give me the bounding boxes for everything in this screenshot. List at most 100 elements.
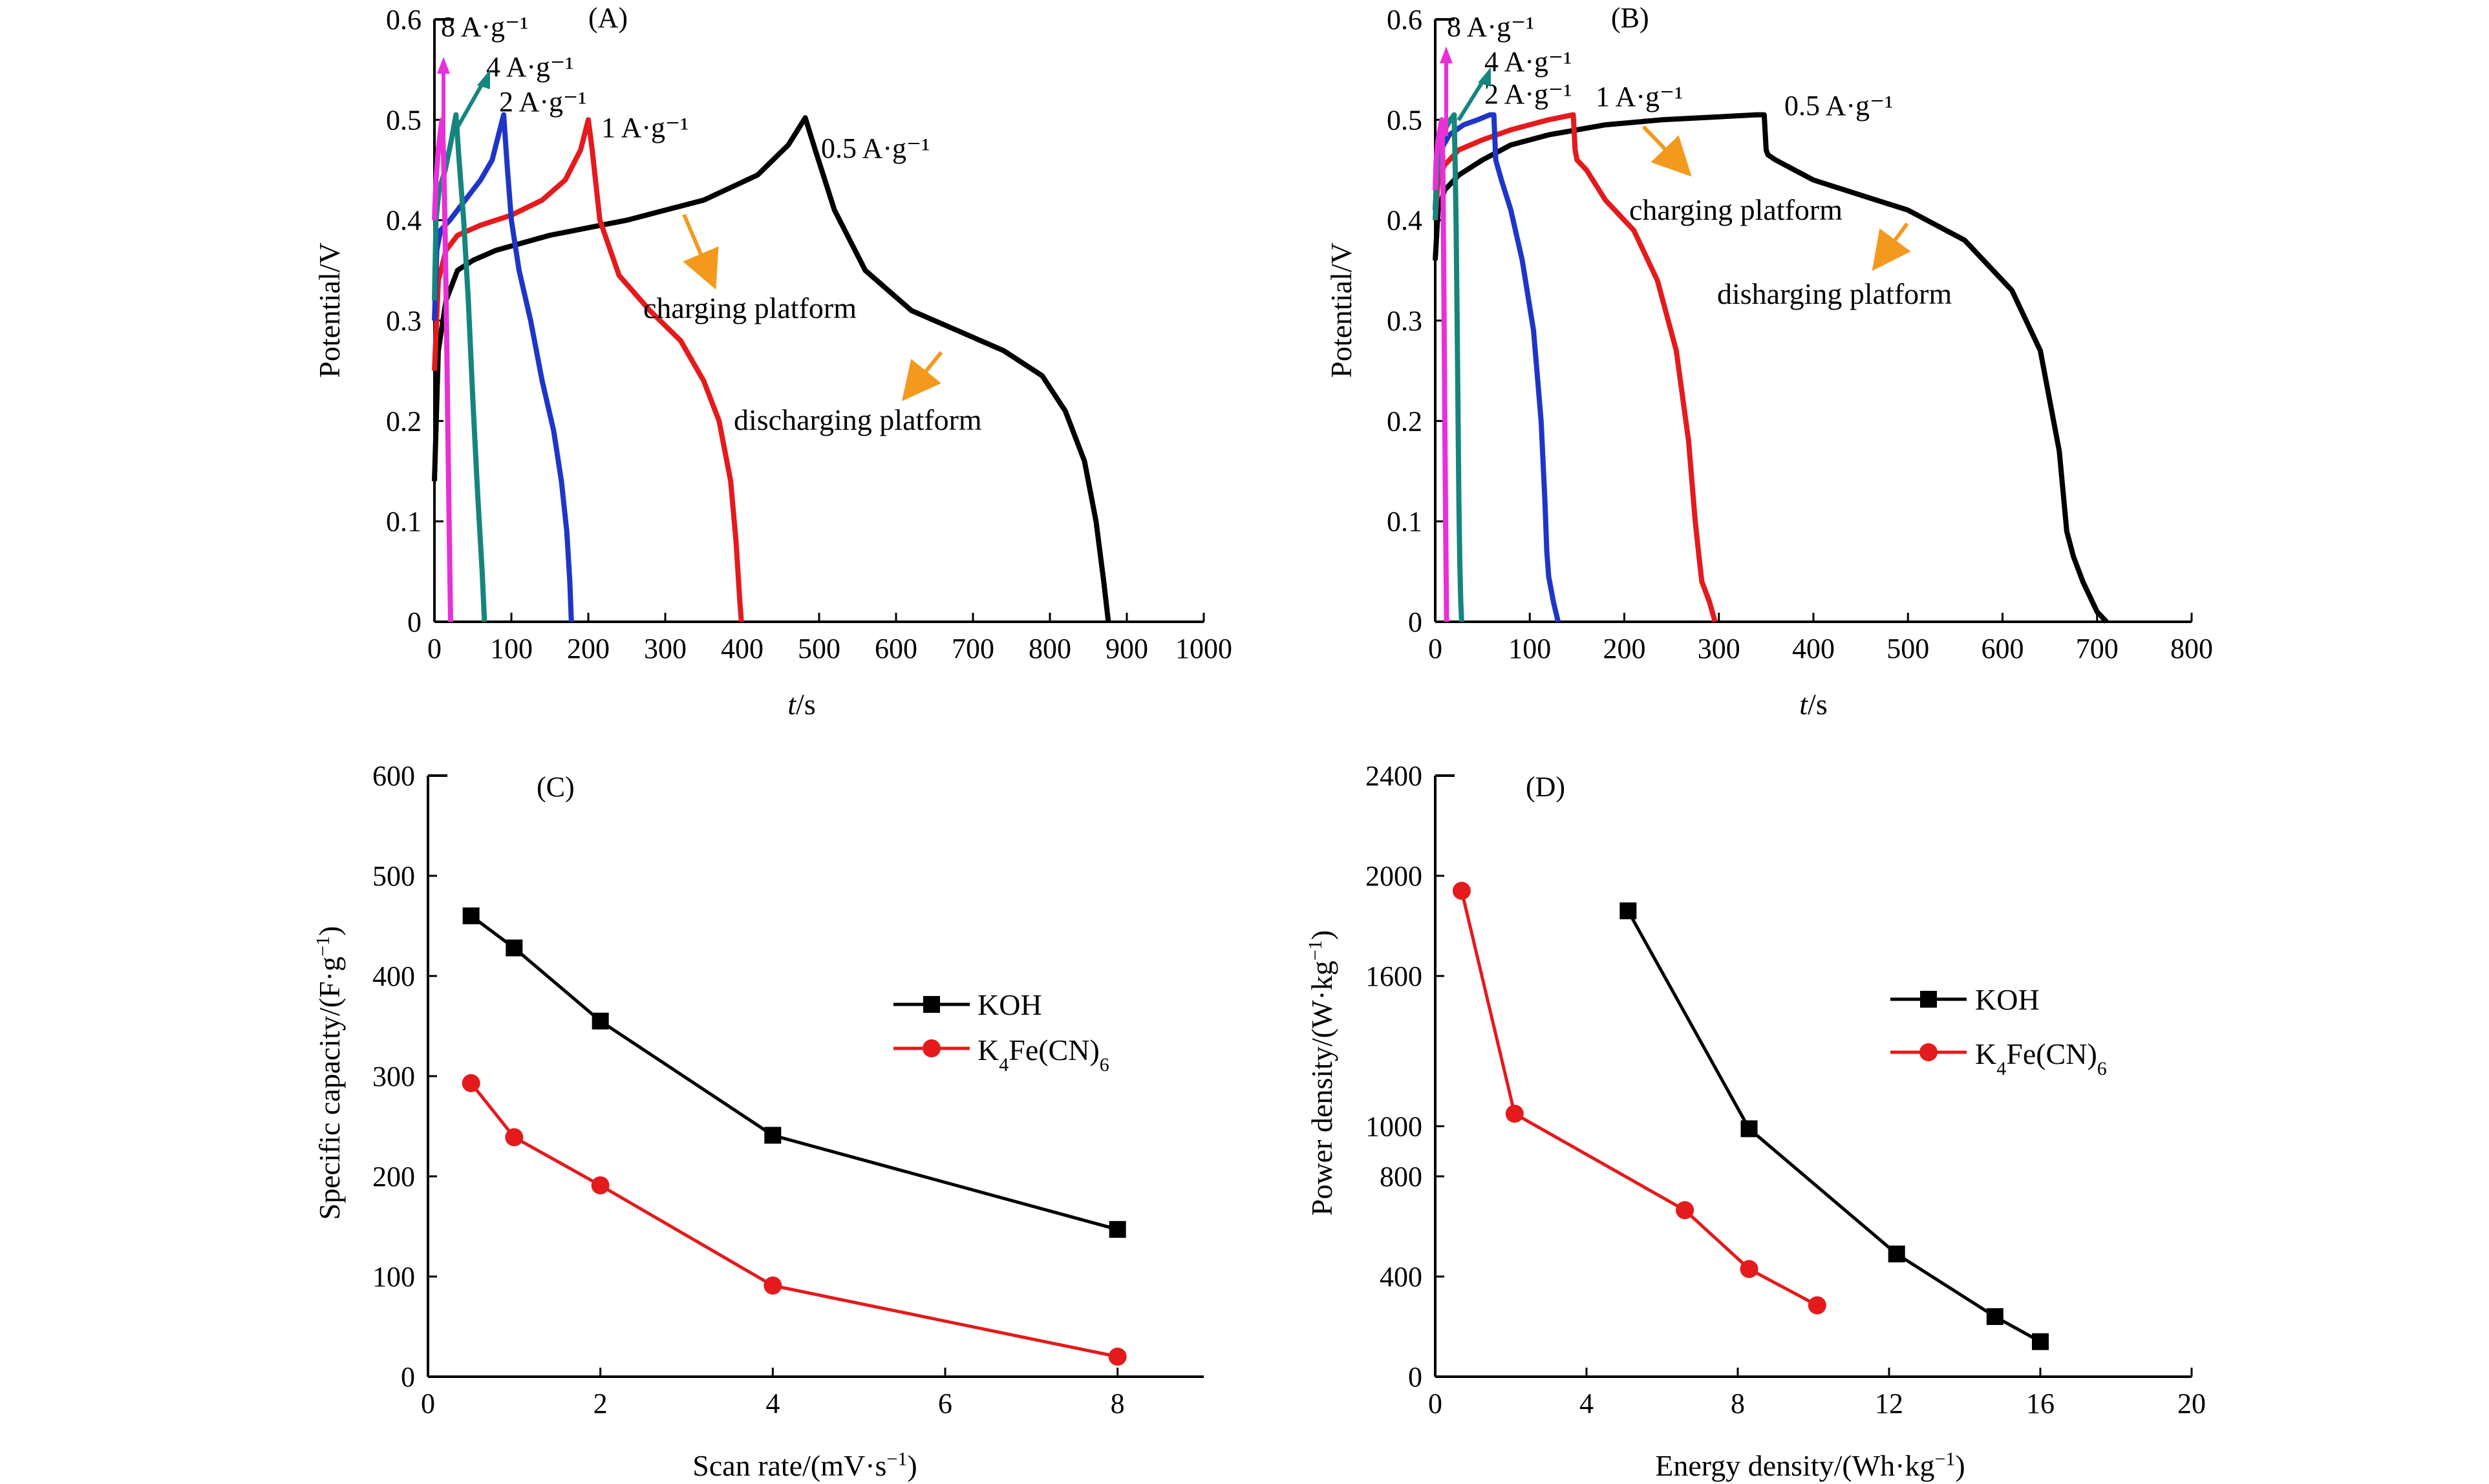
series-label-05: 0.5 A·g⁻¹ [821, 132, 930, 164]
x-tick-label: 12 [1875, 1388, 1903, 1419]
series-label-1: 1 A·g⁻¹ [601, 112, 689, 143]
series-label-05: 0.5 A·g⁻¹ [1784, 90, 1893, 122]
panel-a-series [432, 112, 1111, 622]
rate-arrow-4-head [477, 70, 490, 89]
y-tick-label: 300 [372, 1061, 415, 1092]
series-line [432, 112, 574, 622]
annotation-arrow [1641, 125, 1692, 177]
x-tick-label: 400 [1792, 633, 1835, 664]
y-tick-label: 0.5 [386, 104, 422, 136]
panel-a: 0 100 200 300 400 500 600 700 800 900 1000 0 0.1 0.2 0… [313, 2, 1232, 721]
x-tick-label: 200 [1603, 633, 1646, 664]
series-line [1433, 112, 2109, 624]
y-tick-label: 500 [372, 860, 415, 892]
y-tick-label: 0 [407, 606, 422, 638]
data-point [764, 1127, 782, 1144]
series-line [432, 117, 453, 622]
series-label-8: 8 A·g⁻¹ [1447, 11, 1534, 43]
legend-marker-koh [1920, 991, 1937, 1008]
legend-marker-k4fe [923, 1039, 941, 1057]
legend-label-k4fe: K4Fe(CN)6 [1975, 1037, 2107, 1079]
series-label-8: 8 A·g⁻¹ [441, 11, 528, 43]
data-point [591, 1176, 610, 1194]
series-line [1433, 112, 1561, 622]
x-tick-label: 2 [593, 1388, 608, 1419]
y-tick-label: 0 [401, 1361, 415, 1393]
y-tick-label: 2000 [1365, 860, 1422, 892]
x-tick-label: 200 [567, 633, 610, 664]
x-tick-label: 1000 [1175, 633, 1232, 664]
x-tick-label: 20 [2177, 1388, 2206, 1419]
data-point [462, 907, 480, 924]
y-tick-label: 0.3 [1387, 305, 1422, 337]
y-tick-label: 400 [372, 960, 415, 992]
x-tick-label: 8 [1731, 1388, 1745, 1419]
panel-c: 0 2 4 6 8 0 100 200 300 400 500 600 (C) Scan rate/(… [312, 760, 1204, 1482]
rate-arrow-4-head [1478, 67, 1491, 87]
x-tick-label: 0 [1428, 1388, 1442, 1419]
y-tick-label: 0.6 [386, 4, 422, 36]
series-line [432, 115, 1111, 622]
y-tick-label: 1600 [1365, 960, 1422, 992]
panel-a-ylabel: Potential/V [313, 242, 346, 378]
y-tick-label: 1000 [1365, 1111, 1422, 1143]
data-point [1888, 1246, 1905, 1263]
annotation-charging-platform: charging platform [643, 292, 857, 324]
data-point [506, 939, 523, 957]
y-tick-label: 0.6 [1387, 4, 1422, 36]
series-line [1627, 910, 2042, 1343]
x-tick-label: 400 [721, 633, 764, 664]
x-tick-label: 800 [1029, 633, 1071, 664]
x-tick-label: 100 [1508, 633, 1551, 664]
panel-c-ylabel: Specific capacity/(F·g−1) [312, 926, 347, 1220]
x-tick-label: 300 [644, 633, 687, 664]
y-tick-label: 0.5 [1387, 104, 1422, 136]
y-tick-label: 2400 [1365, 760, 1422, 792]
series-label-2: 2 A·g⁻¹ [1484, 78, 1572, 110]
data-point [1740, 1120, 1758, 1138]
x-tick-label: 0 [427, 633, 442, 664]
data-point [1808, 1296, 1826, 1315]
panel-c-series [462, 907, 1127, 1366]
rate-arrow-8-head [437, 57, 450, 74]
legend-marker-k4fe [1919, 1043, 1938, 1061]
x-tick-label: 500 [798, 633, 840, 664]
y-tick-label: 0.1 [1387, 506, 1422, 538]
series-line [1460, 890, 1818, 1307]
rate-arrow-4 [1457, 78, 1486, 122]
series-line [1433, 117, 1449, 622]
x-tick-label: 6 [938, 1388, 952, 1419]
panel-d-ylabel: Power density/(W·kg−1) [1305, 930, 1339, 1216]
x-tick-label: 100 [490, 633, 533, 664]
data-point [462, 1074, 480, 1092]
x-tick-label: 0 [1428, 633, 1442, 664]
legend-label-koh: KOH [977, 988, 1042, 1021]
annotation-discharging-platform: disharging platform [1717, 277, 1952, 310]
y-tick-label: 0.4 [1387, 205, 1422, 237]
y-tick-label: 600 [372, 760, 415, 792]
rate-arrow-4 [454, 80, 486, 131]
rate-arrow-8-head [1440, 47, 1453, 63]
y-tick-label: 0 [1408, 1361, 1422, 1393]
data-point [1452, 882, 1471, 900]
panel-d-series [1452, 882, 2049, 1350]
x-tick-label: 0 [421, 1388, 435, 1419]
data-point [592, 1012, 609, 1030]
y-tick-label: 200 [372, 1161, 415, 1192]
legend-marker-koh [923, 996, 940, 1013]
data-point [1619, 902, 1637, 920]
panel-b-axes: 0 100 200 300 400 500 600 700 800 0 0.1 0.2 0.3 0.4 0.… [1387, 4, 2213, 664]
series-line [432, 112, 487, 622]
x-tick-label: 500 [1886, 633, 1929, 664]
x-tick-label: 700 [952, 633, 994, 664]
panel-d-axes: 0 4 8 12 16 20 0 400 800 1000 1600 2000 2400 [1365, 760, 2206, 1419]
panel-a-label: (A) [588, 2, 628, 34]
x-tick-label: 8 [1111, 1388, 1125, 1419]
y-tick-label: 0.3 [386, 305, 422, 337]
y-tick-label: 800 [1380, 1161, 1422, 1192]
data-point [2032, 1333, 2049, 1350]
panel-c-legend: KOH K4Fe(CN)6 [893, 988, 1109, 1076]
y-tick-label: 100 [372, 1261, 415, 1293]
series-label-2: 2 A·g⁻¹ [499, 86, 586, 118]
panel-c-label: (C) [537, 771, 575, 803]
